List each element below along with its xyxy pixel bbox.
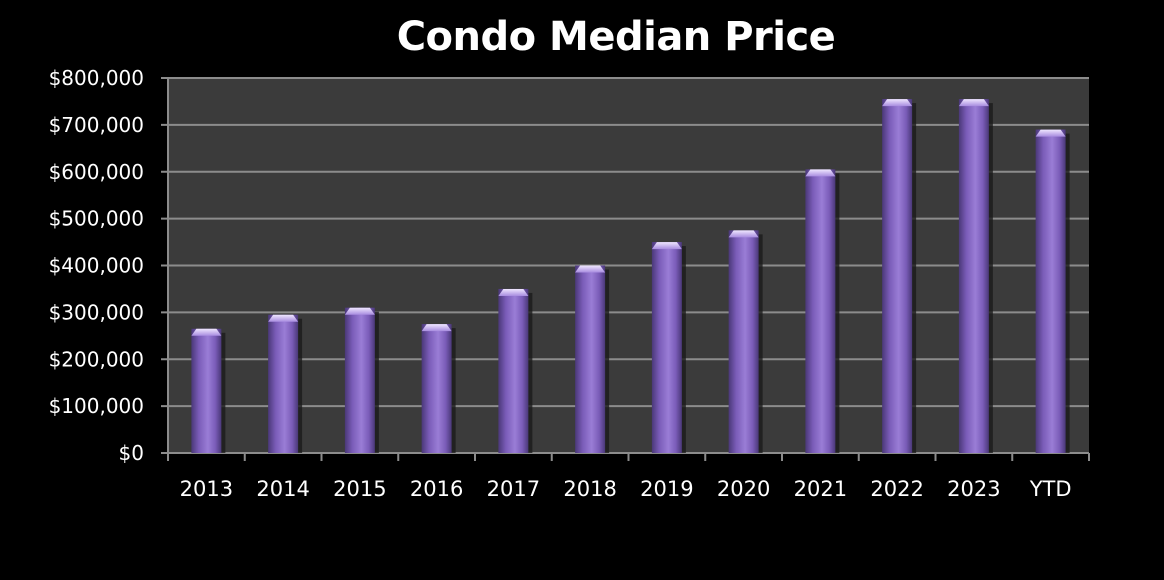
bar-2022 [882, 99, 913, 453]
bar-cap [268, 314, 299, 322]
bar-2021 [805, 169, 836, 453]
x-tick-label: YTD [1029, 477, 1072, 501]
x-tick-label: 2020 [717, 477, 770, 501]
bar-2020 [728, 230, 759, 453]
bar-2013 [191, 328, 222, 453]
y-tick-label: $400,000 [49, 254, 144, 278]
bar-cap [344, 307, 375, 315]
y-tick-label: $600,000 [49, 160, 144, 184]
y-tick-label: $200,000 [49, 347, 144, 371]
x-tick-label: 2014 [256, 477, 309, 501]
bar-cap [728, 230, 759, 238]
bar-cap [191, 328, 222, 336]
bar-2023 [958, 99, 989, 453]
x-tick-label: 2018 [563, 477, 616, 501]
y-tick-label: $500,000 [49, 207, 144, 231]
x-tick-label: 2013 [180, 477, 233, 501]
bar-2016 [421, 324, 452, 453]
bar-cap [498, 288, 529, 296]
y-tick-label: $100,000 [49, 394, 144, 418]
x-tick-label: 2022 [870, 477, 923, 501]
bar-2017 [498, 288, 529, 453]
x-tick-label: 2015 [333, 477, 386, 501]
bar-cap [805, 169, 836, 177]
x-tick-label: 2017 [487, 477, 540, 501]
bar-2019 [651, 242, 682, 453]
y-tick-label: $300,000 [49, 300, 144, 324]
y-tick-label: $800,000 [49, 66, 144, 90]
bar-cap [421, 324, 452, 332]
bar-2018 [575, 265, 606, 453]
bar-cap [958, 99, 989, 107]
bar-2015 [344, 307, 375, 453]
bar-cap [1035, 129, 1066, 137]
x-tick-label: 2021 [794, 477, 847, 501]
chart-title: Condo Median Price [396, 14, 836, 60]
x-tick-label: 2023 [947, 477, 1000, 501]
y-tick-label: $700,000 [49, 113, 144, 137]
x-tick-label: 2016 [410, 477, 463, 501]
bar-cap [651, 242, 682, 250]
bar-cap [882, 99, 913, 107]
bar-cap [575, 265, 606, 273]
x-tick-label: 2019 [640, 477, 693, 501]
bar-2014 [268, 314, 299, 453]
bar-ytd [1035, 129, 1066, 453]
y-tick-label: $0 [119, 441, 144, 465]
